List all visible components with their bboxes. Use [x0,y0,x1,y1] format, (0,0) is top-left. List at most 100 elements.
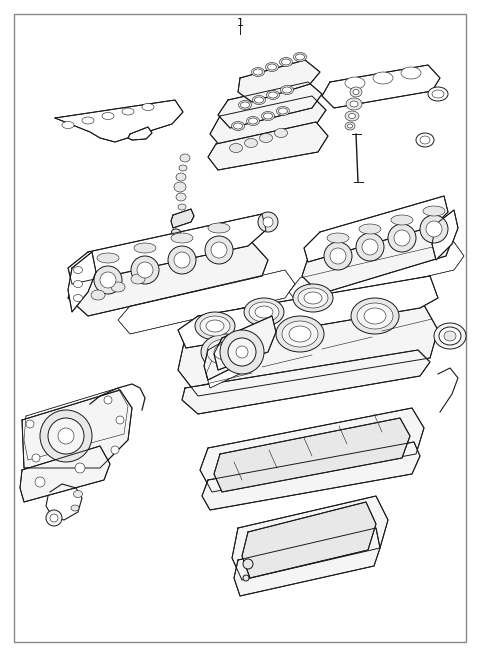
Ellipse shape [357,303,393,329]
Ellipse shape [239,100,252,110]
Ellipse shape [208,223,230,233]
Circle shape [205,236,233,264]
Circle shape [243,559,253,569]
Ellipse shape [350,87,362,97]
Polygon shape [55,100,183,142]
Circle shape [100,272,116,288]
Ellipse shape [348,113,356,119]
Ellipse shape [233,123,242,129]
Circle shape [111,446,119,454]
Ellipse shape [134,243,156,253]
Polygon shape [234,528,380,596]
Ellipse shape [350,101,358,107]
Ellipse shape [254,97,264,103]
Ellipse shape [91,290,105,300]
Ellipse shape [304,292,322,304]
Ellipse shape [293,52,307,62]
Ellipse shape [283,87,291,93]
Ellipse shape [420,136,430,144]
Ellipse shape [265,62,278,72]
Circle shape [116,416,124,424]
Ellipse shape [200,316,230,336]
Ellipse shape [122,108,134,115]
Circle shape [58,428,74,444]
Circle shape [32,454,40,462]
Ellipse shape [423,206,445,216]
Polygon shape [322,65,440,108]
Circle shape [75,463,85,473]
Circle shape [35,477,45,487]
Ellipse shape [97,253,119,263]
Circle shape [131,256,159,284]
Ellipse shape [267,64,276,70]
Circle shape [426,221,442,237]
Ellipse shape [278,108,288,114]
Circle shape [48,418,84,454]
Circle shape [258,212,278,232]
Ellipse shape [73,491,83,497]
Polygon shape [232,496,388,580]
Circle shape [420,215,448,243]
Polygon shape [178,276,438,348]
Polygon shape [302,220,452,294]
Ellipse shape [353,89,359,94]
Text: 1: 1 [237,18,243,28]
Polygon shape [171,209,194,228]
Polygon shape [289,242,464,306]
Ellipse shape [296,54,304,60]
Ellipse shape [359,224,381,234]
Polygon shape [218,82,322,128]
Ellipse shape [247,117,260,125]
Ellipse shape [229,144,242,152]
Ellipse shape [434,323,466,349]
Ellipse shape [244,138,257,148]
Ellipse shape [214,344,236,360]
Ellipse shape [249,118,257,124]
Ellipse shape [282,321,318,347]
Ellipse shape [171,233,193,243]
Ellipse shape [240,102,250,108]
Ellipse shape [351,298,399,334]
Ellipse shape [289,326,311,342]
Ellipse shape [131,274,145,284]
Ellipse shape [401,67,421,79]
Ellipse shape [345,111,359,121]
Ellipse shape [276,106,289,115]
Ellipse shape [268,92,277,98]
Circle shape [211,242,227,258]
Ellipse shape [293,284,333,312]
Ellipse shape [176,173,186,181]
Ellipse shape [298,288,328,308]
Ellipse shape [206,320,224,332]
Ellipse shape [244,298,284,326]
Ellipse shape [345,122,355,130]
Circle shape [104,396,112,404]
Ellipse shape [179,165,187,171]
Ellipse shape [171,229,180,235]
Ellipse shape [279,58,292,66]
Polygon shape [210,96,326,148]
Ellipse shape [255,306,273,318]
Polygon shape [182,350,430,414]
Polygon shape [20,446,110,502]
Circle shape [362,239,378,255]
Ellipse shape [444,331,456,341]
Polygon shape [202,442,420,510]
Ellipse shape [178,204,186,210]
Circle shape [330,248,346,264]
Polygon shape [208,122,328,170]
Polygon shape [68,214,266,284]
Ellipse shape [249,302,279,322]
Ellipse shape [142,104,154,110]
Ellipse shape [266,91,279,100]
Circle shape [243,575,249,581]
Polygon shape [214,418,410,492]
Circle shape [40,410,92,462]
Ellipse shape [62,121,74,129]
Ellipse shape [416,133,434,147]
Ellipse shape [180,154,190,162]
Circle shape [324,242,352,270]
Ellipse shape [262,112,275,121]
Circle shape [174,252,190,268]
Ellipse shape [432,90,444,98]
